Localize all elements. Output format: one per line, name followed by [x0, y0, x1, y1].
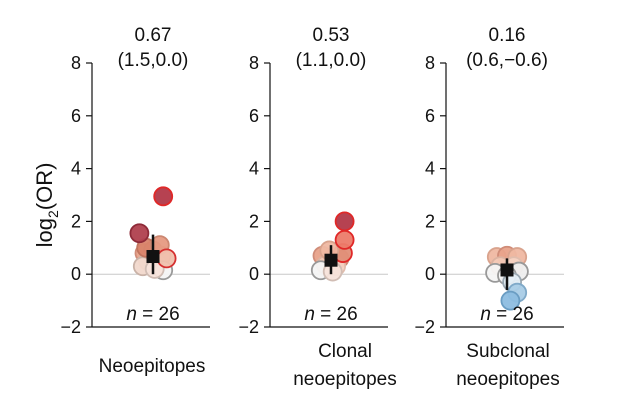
mean-marker: [500, 263, 514, 277]
y-tick-label: 4: [425, 159, 435, 179]
data-point: [334, 229, 355, 250]
confidence-interval: (1.5,0.0): [118, 50, 189, 71]
y-tick-label: 0: [425, 264, 435, 284]
y-tick-label: 8: [249, 53, 259, 73]
category-label: Clonal: [318, 341, 372, 362]
y-axis-label-base: log: [32, 218, 57, 247]
y-axis-label-subscript: 2: [45, 210, 61, 218]
confidence-interval: (0.6,−0.6): [466, 50, 548, 71]
y-tick-label: 4: [71, 159, 81, 179]
confidence-interval: (1.1,0.0): [296, 50, 367, 71]
y-tick-label: 2: [71, 211, 81, 231]
panels-group: −2 0 2 4 6 8 0.67 (1.5,0.0) n = 26 Neoepitopes −2 0…: [60, 25, 564, 390]
y-tick-label: −2: [238, 317, 259, 337]
panel-1: −2 0 2 4 6 8 0.67 (1.5,0.0) n = 26 Neoepitopes: [60, 25, 210, 377]
category-label: neoepitopes: [293, 369, 397, 390]
mean-marker: [324, 253, 338, 267]
sample-size-label: n = 26: [304, 304, 357, 325]
odds-ratio-value: 0.67: [135, 25, 172, 46]
y-tick-label: −2: [414, 317, 435, 337]
y-tick-label: 0: [71, 264, 81, 284]
y-tick-label: 6: [249, 106, 259, 126]
y-axis-label-rest: (OR): [32, 163, 57, 211]
y-tick-label: 4: [249, 159, 259, 179]
category-label: Neoepitopes: [99, 356, 206, 377]
panel-2: −2 0 2 4 6 8 0.53 (1.1,0.0) n = 26 Clonal neoepito…: [238, 25, 396, 390]
y-tick-label: 8: [71, 53, 81, 73]
data-point: [500, 290, 521, 311]
category-label: neoepitopes: [456, 369, 560, 390]
sample-size-label: n = 26: [126, 304, 179, 325]
y-tick-label: 6: [425, 106, 435, 126]
y-tick-label: 0: [249, 264, 259, 284]
data-point: [129, 223, 150, 244]
panel-3: −2 0 2 4 6 8 0.16 (0.6,−0.6) n = 26 Subclonal neoe…: [414, 25, 564, 390]
y-tick-label: 2: [249, 211, 259, 231]
sample-size-label: n = 26: [480, 304, 533, 325]
data-point: [156, 248, 177, 269]
y-tick-label: 2: [425, 211, 435, 231]
data-point: [153, 186, 174, 207]
y-tick-label: −2: [60, 317, 81, 337]
category-label: Subclonal: [466, 341, 549, 362]
odds-ratio-value: 0.16: [489, 25, 526, 46]
mean-marker: [146, 250, 160, 264]
y-tick-label: 8: [425, 53, 435, 73]
odds-ratio-value: 0.53: [313, 25, 350, 46]
y-tick-label: 6: [71, 106, 81, 126]
data-point: [334, 211, 355, 232]
y-axis-label: log2(OR): [32, 163, 61, 248]
